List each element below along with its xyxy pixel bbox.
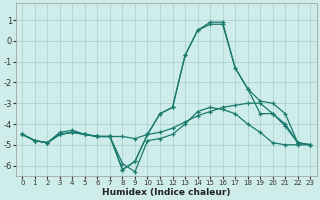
X-axis label: Humidex (Indice chaleur): Humidex (Indice chaleur) <box>102 188 230 197</box>
